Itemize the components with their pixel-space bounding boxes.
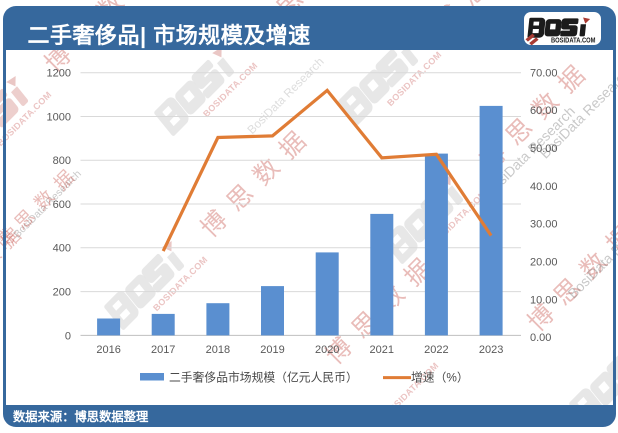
svg-text:增速（%）: 增速（%） [411, 371, 469, 385]
svg-text:60.00: 60.00 [530, 105, 558, 117]
svg-text:2019: 2019 [260, 344, 284, 356]
svg-text:800: 800 [53, 155, 71, 167]
svg-text:70.00: 70.00 [530, 67, 558, 79]
svg-text:2017: 2017 [151, 344, 175, 356]
svg-text:2018: 2018 [206, 344, 230, 356]
svg-text:二手奢侈品市场规模（亿元人民币）: 二手奢侈品市场规模（亿元人民币） [169, 371, 358, 385]
svg-text:1000: 1000 [47, 111, 71, 123]
svg-text:50.00: 50.00 [530, 143, 558, 155]
svg-text:0.00: 0.00 [530, 332, 551, 344]
svg-text:2022: 2022 [424, 344, 448, 356]
svg-text:30.00: 30.00 [530, 219, 558, 231]
svg-text:20.00: 20.00 [530, 257, 558, 269]
svg-text:2020: 2020 [315, 344, 339, 356]
svg-text:0: 0 [65, 330, 71, 342]
svg-text:10.00: 10.00 [530, 294, 558, 306]
svg-text:40.00: 40.00 [530, 181, 558, 193]
svg-text:600: 600 [53, 199, 71, 211]
svg-text:2016: 2016 [96, 344, 120, 356]
svg-text:2021: 2021 [370, 344, 394, 356]
svg-text:200: 200 [53, 287, 71, 299]
svg-text:2023: 2023 [479, 344, 503, 356]
svg-text:BOSIDATA.COM: BOSIDATA.COM [551, 37, 596, 44]
svg-text:400: 400 [53, 243, 71, 255]
svg-text:1200: 1200 [47, 68, 71, 80]
